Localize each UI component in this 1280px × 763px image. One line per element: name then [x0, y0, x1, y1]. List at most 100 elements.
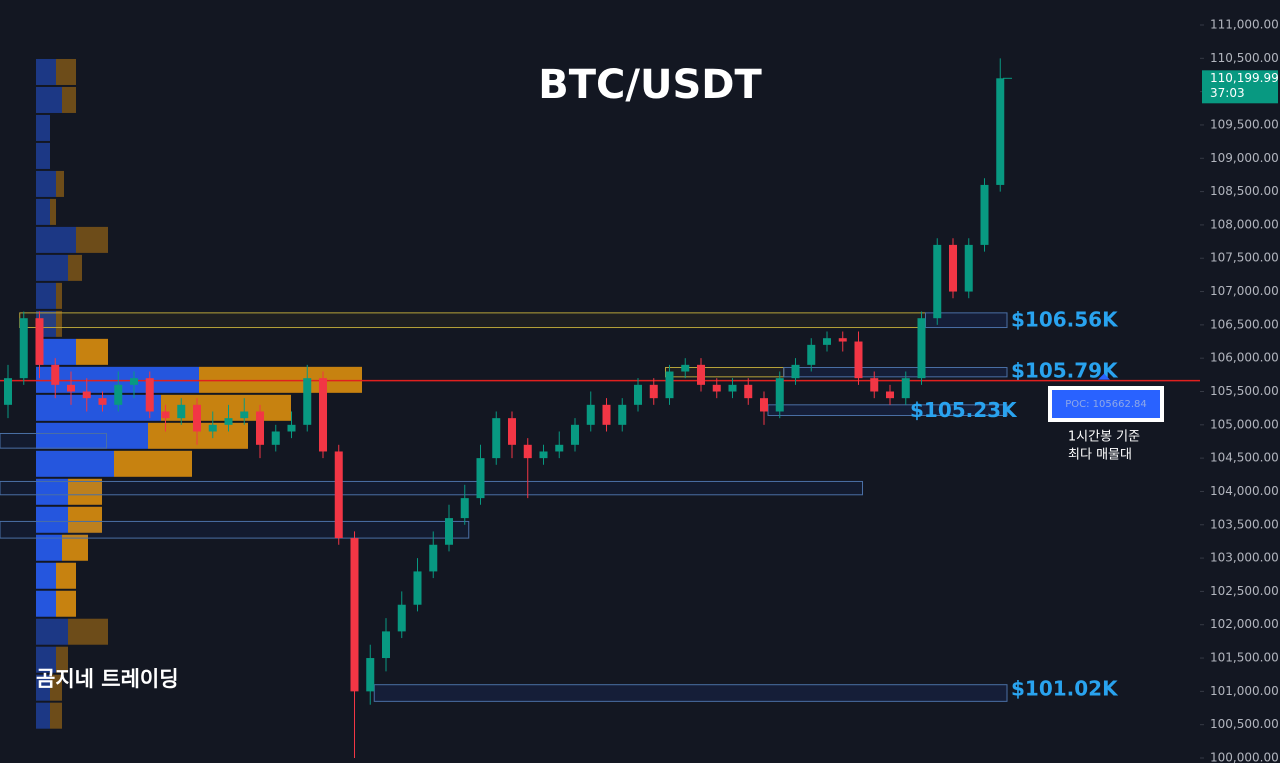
candle-body: [334, 451, 343, 539]
candle-body: [256, 411, 264, 445]
candle-body: [429, 544, 438, 572]
profile-sell: [56, 646, 68, 673]
y-tick-label: 105,000.00: [1210, 417, 1279, 431]
profile-buy: [36, 142, 50, 169]
candle-body: [665, 371, 674, 399]
candle-body: [287, 424, 296, 432]
candle-body: [980, 184, 989, 245]
candle-body: [366, 658, 375, 692]
candle-body: [838, 338, 847, 342]
candle-body: [823, 338, 831, 345]
profile-sell: [56, 590, 76, 617]
candle-body: [602, 404, 611, 425]
candle-body: [508, 418, 516, 445]
candle-body: [177, 404, 186, 419]
profile-buy: [36, 422, 148, 449]
candle-body: [760, 398, 768, 412]
candle-body: [271, 431, 280, 445]
candle-body: [397, 604, 406, 632]
candle-body: [224, 418, 233, 425]
candle-body: [413, 571, 422, 605]
y-tick-label: 103,000.00: [1210, 551, 1279, 565]
candle-body: [949, 244, 957, 292]
profile-buy: [36, 590, 56, 617]
candle-body: [870, 378, 879, 392]
candle-body: [681, 364, 690, 372]
candle-body: [4, 378, 12, 405]
y-tick-label: 104,000.00: [1210, 484, 1279, 498]
candle-body: [807, 344, 816, 365]
candle-body: [208, 424, 217, 432]
profile-buy: [36, 282, 56, 309]
profile-buy: [36, 674, 50, 701]
poc-pointer: [1098, 373, 1110, 380]
candle-body: [193, 404, 201, 432]
zone-box: [0, 520, 470, 539]
note-line: 최다 매물대: [1068, 448, 1132, 463]
last-price-tag: [1202, 70, 1278, 104]
candle-body: [35, 318, 44, 365]
last-price-label: 110,199.99: [1210, 71, 1279, 85]
candle-body: [82, 391, 91, 399]
zone-box: [373, 684, 1008, 702]
y-tick-label: 108,000.00: [1210, 217, 1279, 231]
profile-buy: [36, 254, 68, 281]
candle-body: [350, 538, 359, 692]
candle-body: [145, 378, 154, 412]
poc-label: POC: 105662.84: [1065, 399, 1147, 410]
profile-buy: [36, 170, 56, 197]
candle-body: [886, 391, 894, 399]
candle-body: [744, 384, 753, 399]
candle-body: [130, 378, 138, 385]
candle-body: [917, 318, 926, 379]
profile-buy: [36, 478, 68, 505]
candle-body: [382, 631, 390, 659]
candle-body: [728, 384, 737, 392]
candle-body: [523, 444, 532, 459]
candle-body: [901, 378, 910, 399]
candle-body: [571, 424, 579, 445]
y-tick-label: 105,500.00: [1210, 384, 1279, 398]
profile-sell: [56, 170, 64, 197]
zone-box: [0, 432, 107, 449]
watermark: 곰지네 트레이딩: [36, 667, 179, 691]
candle-body: [114, 384, 123, 405]
y-tick-label: 110,500.00: [1210, 51, 1279, 65]
profile-buy: [36, 198, 50, 225]
profile-sell: [76, 338, 108, 365]
y-tick-label: 101,000.00: [1210, 684, 1279, 698]
profile-buy: [36, 114, 50, 141]
y-tick-label: 101,500.00: [1210, 651, 1279, 665]
y-tick-label: 103,500.00: [1210, 517, 1279, 531]
profile-sell: [62, 86, 76, 113]
candle-body: [618, 404, 627, 425]
candle-body: [555, 444, 564, 452]
zone-label: $101.02K: [1011, 677, 1119, 701]
y-tick-label: 107,500.00: [1210, 251, 1279, 265]
candle-body: [996, 78, 1005, 185]
profile-sell: [56, 58, 76, 85]
profile-sell: [76, 226, 108, 253]
profile-sell: [56, 282, 62, 309]
candle-body: [854, 341, 863, 379]
y-tick-label: 108,500.00: [1210, 184, 1279, 198]
candle-body: [51, 364, 60, 385]
candle-body: [964, 244, 973, 292]
zone-box: [19, 312, 926, 329]
candle-body: [445, 518, 453, 545]
candle-body: [67, 384, 75, 392]
candle-body: [19, 318, 28, 379]
countdown: 37:03: [1210, 86, 1245, 100]
y-tick-label: 107,000.00: [1210, 284, 1279, 298]
y-tick-label: 106,000.00: [1210, 351, 1279, 365]
candle-body: [539, 451, 548, 459]
candle-body: [697, 364, 705, 385]
y-tick-label: 100,500.00: [1210, 717, 1279, 731]
profile-buy: [36, 534, 62, 561]
profile-sell: [68, 506, 102, 533]
profile-sell: [56, 562, 76, 589]
candle-body: [634, 384, 642, 405]
profile-buy: [36, 226, 76, 253]
profile-buy: [36, 646, 56, 673]
candles: [4, 58, 1005, 758]
